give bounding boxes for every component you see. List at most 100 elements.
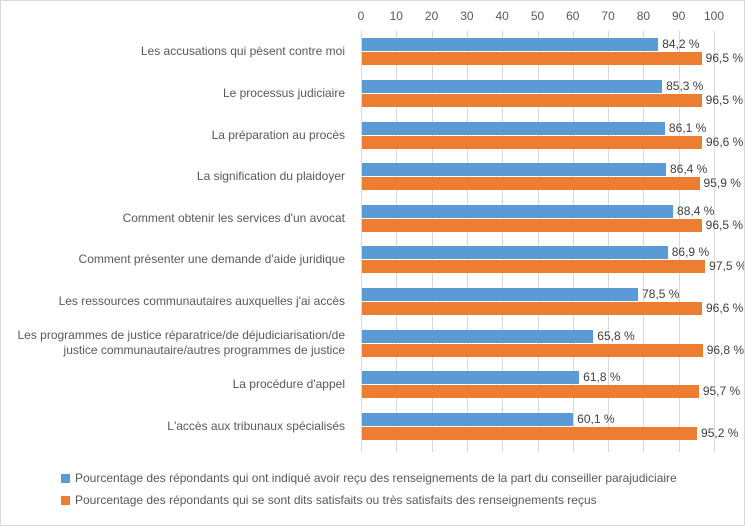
x-axis-tick-labels: 0 10 20 30 40 50 60 70 80 90 100 bbox=[357, 9, 724, 25]
category-label: Les accusations qui pèsent contre moi bbox=[140, 44, 345, 59]
bar-series-1 bbox=[361, 135, 702, 149]
gridline bbox=[466, 31, 468, 447]
gridline bbox=[572, 31, 574, 447]
x-axis-tick-mark bbox=[466, 447, 468, 452]
category-label: L'accès aux tribunaux spécialisés bbox=[167, 418, 345, 433]
gridline bbox=[431, 31, 433, 447]
x-axis-tick-label: 90 bbox=[672, 9, 686, 23]
bar-series-0 bbox=[361, 79, 663, 93]
x-axis-tick-marks bbox=[361, 447, 715, 453]
legend-swatch-icon bbox=[61, 495, 70, 505]
bar-series-1 bbox=[361, 218, 702, 232]
category-axis-labels: Les accusations qui pèsent contre moi Le … bbox=[1, 31, 353, 447]
plot-area: 84,2 % 96,5 % 85,3 % 96,5 % 86,1 % 96,6 % 86,4… bbox=[361, 31, 744, 447]
bar-group-item: 84,2 % 96,5 % bbox=[361, 37, 743, 66]
x-axis-tick-label: 60 bbox=[566, 9, 580, 23]
category-label: La signification du plaidoyer bbox=[196, 169, 345, 184]
x-axis-tick-mark bbox=[714, 447, 715, 452]
bar-series-0 bbox=[361, 204, 674, 218]
bar-group-item: 86,1 % 96,6 % bbox=[361, 120, 743, 150]
x-axis-tick-label: 30 bbox=[460, 9, 474, 23]
bar-value-label: 96,8 % bbox=[706, 342, 745, 357]
bar-value-label: 96,6 % bbox=[705, 134, 744, 149]
category-label: La procédure d'appel bbox=[232, 377, 345, 392]
bar-series-1 bbox=[361, 177, 700, 191]
bar-value-label: 60,1 % bbox=[577, 411, 615, 426]
bar-value-label: 86,9 % bbox=[671, 245, 710, 260]
gridline bbox=[678, 31, 680, 447]
category-label: Les programmes de justice réparatrice/de… bbox=[17, 328, 345, 357]
x-axis-tick-label: 80 bbox=[636, 9, 651, 23]
bar-series-0 bbox=[361, 329, 594, 343]
chart-legend: Pourcentage des répondants qui ont indiq… bbox=[61, 467, 677, 511]
category-label: La préparation au procès bbox=[211, 127, 345, 142]
x-axis-tick-label: 50 bbox=[530, 9, 545, 23]
gridline bbox=[643, 31, 645, 447]
bar-value-label: 95,9 % bbox=[703, 176, 741, 191]
bar-value-label: 97,5 % bbox=[709, 259, 745, 274]
gridline bbox=[502, 31, 504, 447]
legend-swatch-icon bbox=[61, 473, 70, 483]
bar-value-label: 96,5 % bbox=[705, 51, 743, 66]
x-axis-tick-label: 10 bbox=[389, 9, 403, 23]
bar-group-item: 60,1 % 95,2 % bbox=[361, 411, 738, 441]
gridline bbox=[608, 31, 610, 447]
bar-group-item: 61,8 % 95,7 % bbox=[361, 371, 740, 399]
gridline bbox=[537, 31, 539, 447]
x-axis-tick-label: 20 bbox=[424, 9, 439, 23]
x-axis-tick-mark bbox=[502, 447, 504, 452]
legend-label: Pourcentage des répondants qui se sont d… bbox=[75, 493, 597, 507]
bar-series-0 bbox=[361, 371, 580, 385]
bar-value-label: 86,4 % bbox=[669, 162, 708, 177]
x-axis-tick-mark bbox=[396, 447, 398, 452]
x-axis-tick-mark bbox=[678, 447, 680, 452]
bar-series-1 bbox=[361, 93, 702, 107]
x-axis-tick-mark bbox=[431, 447, 433, 452]
bar-series-1 bbox=[361, 343, 703, 357]
bar-series-1 bbox=[361, 260, 706, 274]
bar-series-1 bbox=[361, 301, 702, 315]
bar-series-0 bbox=[361, 121, 665, 135]
bar-series-0 bbox=[361, 163, 666, 177]
legend-label: Pourcentage des répondants qui ont indiq… bbox=[75, 471, 677, 485]
x-axis-tick-mark bbox=[361, 447, 362, 452]
bar-value-label: 95,7 % bbox=[702, 384, 741, 399]
bar-value-label: 86,1 % bbox=[668, 120, 707, 135]
legend-item-0[interactable]: Pourcentage des répondants qui ont indiq… bbox=[61, 467, 677, 489]
gridline bbox=[714, 31, 715, 447]
bar-series-0 bbox=[361, 38, 659, 52]
x-axis-tick-label: 40 bbox=[495, 9, 509, 23]
bar-value-label: 84,2 % bbox=[662, 37, 700, 52]
bar-group-item: 78,5 % 96,6 % bbox=[361, 286, 743, 316]
bar-value-label: 96,6 % bbox=[705, 300, 744, 315]
x-axis-tick-label: 0 bbox=[357, 9, 365, 23]
bar-value-label: 65,8 % bbox=[597, 328, 635, 343]
category-label: Comment présenter une demande d'aide jur… bbox=[78, 252, 345, 267]
x-axis-tick-mark bbox=[537, 447, 539, 452]
bar-value-label: 96,5 % bbox=[705, 217, 743, 232]
bar-group-item: 65,8 % 96,8 % bbox=[361, 328, 744, 358]
x-axis-tick-mark bbox=[643, 447, 645, 452]
category-label: Les ressources communautaires auxquelles… bbox=[58, 293, 345, 308]
bar-series-1 bbox=[361, 385, 699, 399]
category-label: Comment obtenir les services d'un avocat bbox=[122, 210, 345, 225]
x-axis-tick-mark bbox=[572, 447, 574, 452]
bar-value-label: 78,5 % bbox=[642, 286, 680, 301]
legend-item-1[interactable]: Pourcentage des répondants qui se sont d… bbox=[61, 489, 677, 511]
x-axis-tick-mark bbox=[608, 447, 610, 452]
bar-series-1 bbox=[361, 52, 702, 66]
bar-series-1 bbox=[361, 426, 698, 440]
bar-group-item: 86,4 % 95,9 % bbox=[361, 162, 741, 191]
bar-series-0 bbox=[361, 287, 639, 301]
bar-series-0 bbox=[361, 246, 668, 260]
bar-group-item: 85,3 % 96,5 % bbox=[361, 78, 743, 108]
bar-value-label: 95,2 % bbox=[701, 425, 739, 440]
value-axis-line bbox=[361, 31, 362, 447]
gridline bbox=[396, 31, 398, 447]
category-label: Le processus judiciaire bbox=[222, 85, 345, 100]
x-axis-tick-label: 70 bbox=[601, 9, 615, 23]
bar-value-label: 88,4 % bbox=[677, 203, 715, 218]
bar-value-label: 85,3 % bbox=[666, 78, 704, 93]
bar-series-0 bbox=[361, 412, 574, 426]
